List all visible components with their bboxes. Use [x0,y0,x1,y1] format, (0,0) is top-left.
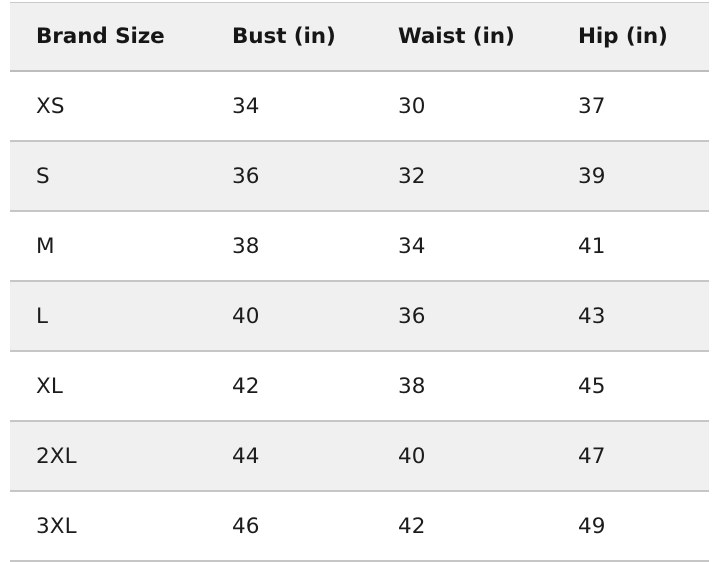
cell-waist: 36 [372,281,552,352]
table-row: S 36 32 39 [10,141,709,212]
cell-waist: 32 [372,141,552,212]
column-header-brand-size: Brand Size [10,2,206,72]
cell-brand-size: 3XL [10,491,206,562]
table-header: Brand Size Bust (in) Waist (in) Hip (in) [10,2,709,72]
cell-hip: 37 [552,71,709,142]
cell-waist: 42 [372,491,552,562]
table-row: M 38 34 41 [10,211,709,282]
cell-waist: 38 [372,351,552,422]
cell-brand-size: M [10,211,206,282]
table-header-row: Brand Size Bust (in) Waist (in) Hip (in) [10,2,709,72]
cell-hip: 43 [552,281,709,352]
table-row: L 40 36 43 [10,281,709,352]
table-row: XS 34 30 37 [10,71,709,142]
table-row: XL 42 38 45 [10,351,709,422]
cell-bust: 38 [206,211,372,282]
table-row: 3XL 46 42 49 [10,491,709,562]
cell-waist: 30 [372,71,552,142]
cell-bust: 46 [206,491,372,562]
cell-hip: 39 [552,141,709,212]
cell-hip: 49 [552,491,709,562]
cell-hip: 41 [552,211,709,282]
cell-brand-size: L [10,281,206,352]
cell-bust: 42 [206,351,372,422]
column-header-bust: Bust (in) [206,2,372,72]
cell-hip: 47 [552,421,709,492]
cell-brand-size: XS [10,71,206,142]
table-row: 2XL 44 40 47 [10,421,709,492]
column-header-hip: Hip (in) [552,2,709,72]
cell-waist: 40 [372,421,552,492]
size-chart-table: Brand Size Bust (in) Waist (in) Hip (in)… [10,2,709,562]
column-header-waist: Waist (in) [372,2,552,72]
cell-brand-size: 2XL [10,421,206,492]
cell-waist: 34 [372,211,552,282]
cell-brand-size: S [10,141,206,212]
cell-brand-size: XL [10,351,206,422]
cell-bust: 34 [206,71,372,142]
cell-bust: 40 [206,281,372,352]
table-body: XS 34 30 37 S 36 32 39 M 38 34 41 L 40 3… [10,71,709,562]
cell-bust: 36 [206,141,372,212]
cell-bust: 44 [206,421,372,492]
cell-hip: 45 [552,351,709,422]
